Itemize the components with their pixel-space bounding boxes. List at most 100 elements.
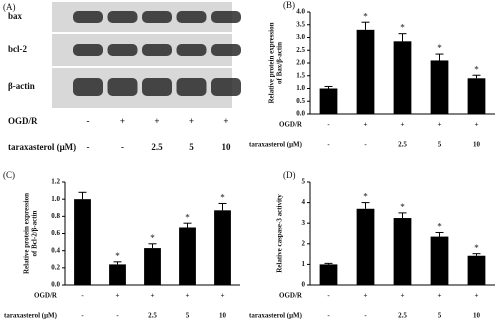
x-row-label: OGD/R <box>279 121 303 129</box>
significance-mark: * <box>363 192 368 202</box>
blot-band <box>142 11 172 23</box>
y-tick-label: 2.0 <box>296 59 305 67</box>
y-tick-label: 1.0 <box>296 84 305 92</box>
blot-row-label: bcl-2 <box>8 44 27 54</box>
x-row-value: - <box>364 312 367 320</box>
blot-band <box>142 44 172 56</box>
y-tick-label: 1 <box>302 260 306 268</box>
panel-label: (D) <box>283 170 296 180</box>
y-tick-label: 1.5 <box>296 71 305 79</box>
bar <box>144 248 161 285</box>
y-axis-label: of Bax/β-actin <box>276 42 284 84</box>
panel-label: (A) <box>3 2 16 12</box>
x-row-value: - <box>327 292 330 300</box>
y-tick-label: 4.0 <box>296 8 305 16</box>
blot-band <box>107 44 138 56</box>
y-tick-label: 0.6 <box>51 229 60 237</box>
x-row-value: 10 <box>473 312 481 320</box>
x-row-value: + <box>186 292 190 300</box>
bar <box>109 264 126 285</box>
x-row-value: 5 <box>438 141 442 149</box>
x-row-value: + <box>364 292 368 300</box>
bar <box>467 78 486 114</box>
x-row-value: + <box>221 292 225 300</box>
significance-mark: * <box>363 11 368 21</box>
y-tick-label: 2.5 <box>296 46 305 54</box>
significance-mark: * <box>400 202 405 212</box>
x-row-label: taraxasterol (μM) <box>4 312 58 320</box>
blot-band <box>176 44 207 56</box>
y-tick-label: 0.5 <box>296 97 305 105</box>
y-tick-label: 0.0 <box>296 110 305 118</box>
x-row-value: - <box>327 121 330 129</box>
x-row-label: OGD/R <box>279 292 303 300</box>
x-row-value: 2.5 <box>398 141 407 149</box>
x-row-value: + <box>475 292 479 300</box>
significance-mark: * <box>115 251 120 261</box>
y-tick-label: 1.2 <box>51 178 60 186</box>
x-row-value: + <box>438 292 442 300</box>
x-row-value: - <box>81 312 84 320</box>
blot-band <box>211 44 241 56</box>
significance-mark: * <box>400 23 405 33</box>
y-tick-label: 3.0 <box>296 33 305 41</box>
x-row-value: + <box>120 116 125 126</box>
significance-mark: * <box>474 64 479 74</box>
x-row-value: - <box>87 142 90 152</box>
bar <box>74 199 91 285</box>
x-row-value: + <box>154 116 159 126</box>
x-row-value: + <box>401 121 405 129</box>
panel-label: (B) <box>283 0 295 10</box>
blot-row-label: β-actin <box>8 81 35 91</box>
blot-band <box>142 78 172 96</box>
bar <box>430 60 449 114</box>
bar <box>356 208 375 285</box>
x-row-value: + <box>438 121 442 129</box>
bar <box>179 227 196 285</box>
y-tick-label: 0.0 <box>51 281 60 289</box>
x-row-value: - <box>364 141 367 149</box>
x-row-label: taraxasterol (μM) <box>249 312 303 320</box>
x-row-value: + <box>401 292 405 300</box>
significance-mark: * <box>150 233 155 243</box>
blot-band <box>73 78 103 96</box>
x-row-value: 5 <box>438 312 442 320</box>
y-axis-label: of Bcl-2/β-actin <box>31 210 39 256</box>
y-tick-label: 5 <box>302 178 306 186</box>
x-row-label: OGD/R <box>8 116 38 126</box>
x-row-value: - <box>327 141 330 149</box>
x-row-value: + <box>151 292 155 300</box>
x-row-value: - <box>81 292 84 300</box>
x-row-label: taraxasterol (μM) <box>249 141 303 149</box>
y-tick-label: 3.5 <box>296 20 305 28</box>
blot-band <box>211 11 241 23</box>
x-row-value: 10 <box>473 141 481 149</box>
x-row-value: 5 <box>186 312 190 320</box>
bar <box>214 210 231 285</box>
bar <box>393 41 412 115</box>
bar <box>319 88 338 114</box>
y-axis-label: Relative caspase-3 activity <box>276 194 284 273</box>
y-tick-label: 0.2 <box>51 263 60 271</box>
y-tick-label: 3 <box>302 219 306 227</box>
x-row-value: + <box>364 121 368 129</box>
bar <box>319 264 338 285</box>
significance-mark: * <box>437 43 442 53</box>
panel-label: (C) <box>3 170 15 180</box>
bar <box>467 255 486 285</box>
x-row-value: + <box>475 121 479 129</box>
y-tick-label: 2 <box>302 239 306 247</box>
x-row-value: + <box>223 116 228 126</box>
y-axis-label: Relative protein expression <box>23 193 31 274</box>
x-row-value: - <box>87 116 90 126</box>
x-row-value: - <box>327 312 330 320</box>
x-row-value: + <box>189 116 194 126</box>
y-axis-label: Relative protein expression <box>268 22 276 103</box>
bar <box>393 218 412 285</box>
x-row-label: taraxasterol (μM) <box>8 142 76 152</box>
x-row-value: 10 <box>222 142 232 152</box>
x-row-value: 2.5 <box>148 312 157 320</box>
blot-band <box>107 11 138 23</box>
bar <box>356 29 375 115</box>
